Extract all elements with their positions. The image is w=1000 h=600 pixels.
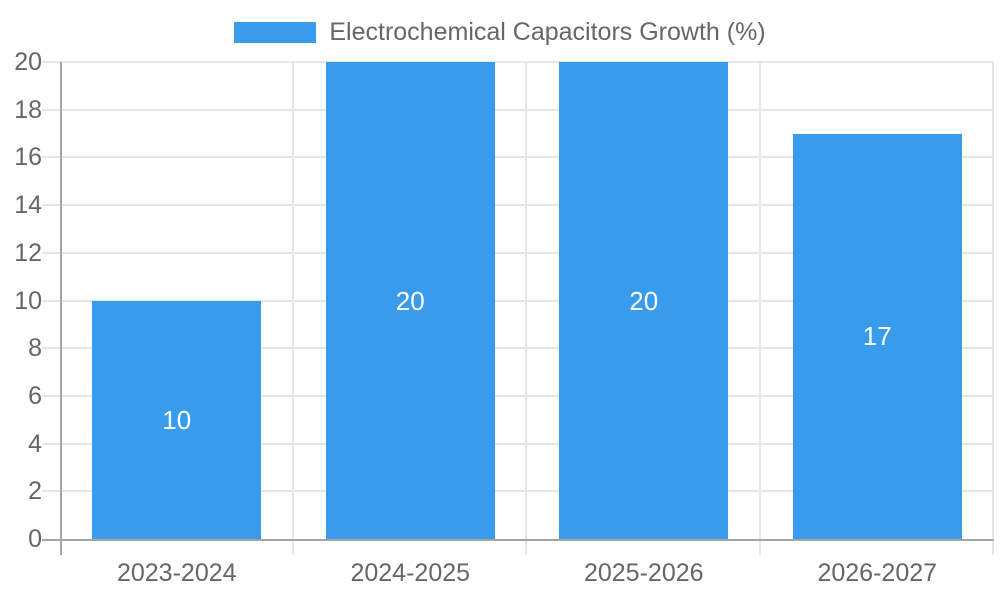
y-tick — [42, 394, 60, 397]
y-gridline — [60, 490, 994, 493]
y-tick — [42, 61, 60, 63]
y-gridline — [60, 204, 994, 207]
y-tick — [42, 442, 60, 445]
x-boundary-gridline — [758, 62, 761, 539]
y-axis-tick-label: 8 — [28, 334, 42, 363]
y-tick — [42, 490, 60, 493]
x-boundary-gridline — [525, 62, 527, 539]
bar-value-label: 20 — [395, 285, 425, 316]
y-tick — [42, 299, 60, 302]
x-tick — [291, 539, 294, 555]
bar-value-label: 10 — [162, 404, 192, 435]
legend-swatch[interactable] — [234, 22, 317, 43]
bar-2023-2024[interactable] — [92, 300, 262, 539]
x-axis-tick-label: 2025-2026 — [583, 559, 704, 587]
bar-2026-2027[interactable] — [792, 133, 962, 539]
y-axis-tick-label: 20 — [14, 48, 42, 76]
bar-value-label: 17 — [862, 321, 892, 352]
x-tick — [992, 539, 994, 555]
legend-label[interactable]: Electrochemical Capacitors Growth (%) — [329, 18, 766, 46]
y-gridline — [60, 347, 994, 350]
y-axis-tick-label: 4 — [28, 429, 42, 458]
y-axis-tick-label: 6 — [28, 381, 42, 410]
y-axis-tick-label: 0 — [28, 525, 42, 553]
y-axis-tick-label: 2 — [28, 477, 42, 506]
x-boundary-gridline — [291, 62, 294, 539]
y-gridline — [60, 251, 994, 254]
x-axis-tick-label: 2023-2024 — [116, 559, 237, 587]
y-axis-tick-label: 18 — [14, 95, 42, 124]
y-tick — [42, 347, 60, 350]
y-tick — [42, 204, 60, 207]
plot-area: 0 2 4 6 8 10 12 14 16 18 20 10 2023-2024 20 2024-2025 2… — [14, 48, 994, 587]
x-axis-tick-label: 2024-2025 — [350, 559, 471, 587]
y-axis-tick-label: 16 — [14, 143, 42, 172]
bar-2024-2025[interactable] — [325, 62, 495, 539]
y-tick — [42, 108, 60, 111]
chart-legend[interactable]: Electrochemical Capacitors Growth (%) — [0, 20, 1000, 45]
x-axis-line — [42, 539, 994, 541]
y-gridline — [60, 394, 994, 397]
y-gridline — [60, 156, 994, 159]
y-axis-line — [60, 62, 62, 555]
y-gridline — [60, 442, 994, 445]
y-gridline — [60, 61, 994, 63]
y-gridline — [60, 108, 994, 111]
y-axis-tick-label: 12 — [14, 238, 42, 267]
y-tick — [42, 156, 60, 159]
x-tick — [758, 539, 761, 555]
bar-value-label: 20 — [629, 285, 659, 316]
bar-2025-2026[interactable] — [559, 62, 729, 539]
x-axis-tick-label: 2026-2027 — [817, 559, 938, 587]
x-boundary-gridline — [992, 62, 994, 539]
y-tick — [42, 251, 60, 254]
y-axis-tick-label: 14 — [14, 191, 42, 220]
x-tick — [525, 539, 527, 555]
y-gridline — [60, 299, 994, 302]
y-axis-tick-label: 10 — [14, 286, 42, 315]
